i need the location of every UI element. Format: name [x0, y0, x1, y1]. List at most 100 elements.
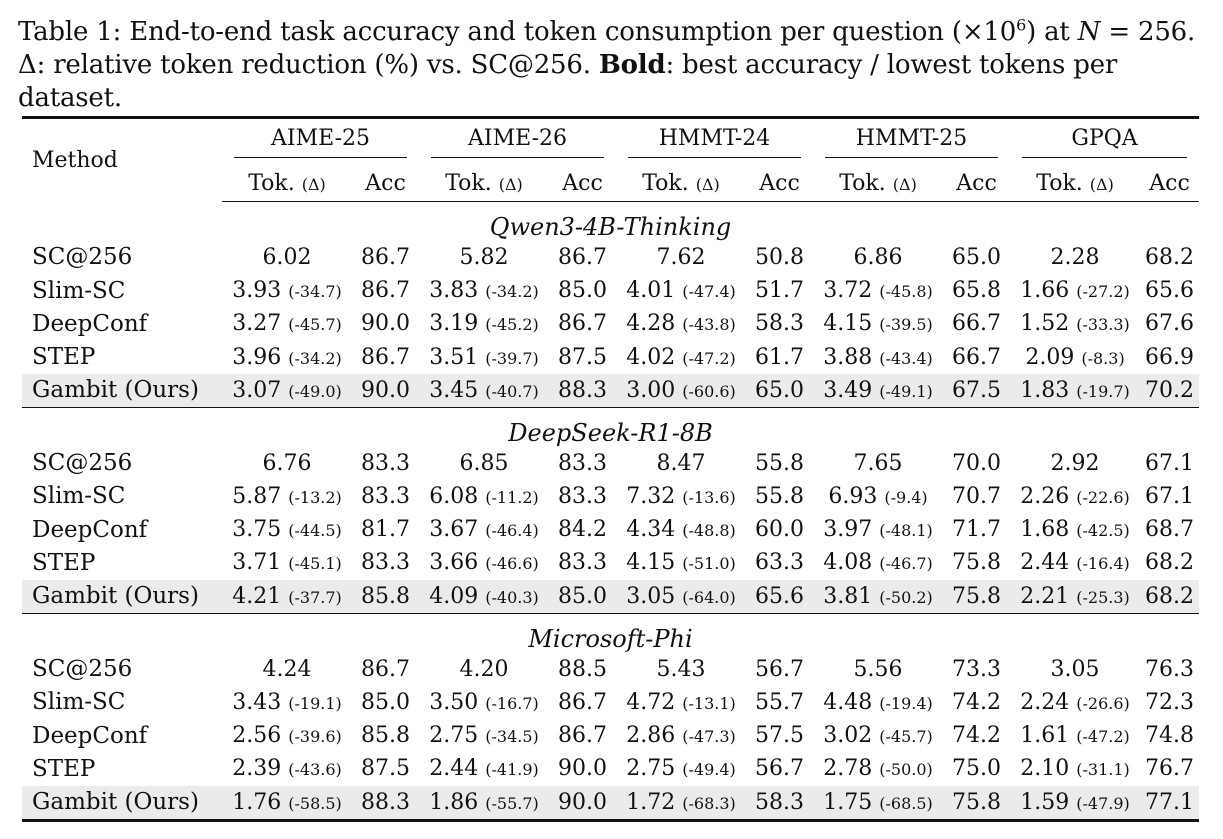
acc-cell: 74.8 — [1145, 723, 1195, 749]
dataset-header-label: AIME-26 — [431, 126, 604, 158]
method-name: STEP — [32, 755, 96, 782]
tok-cell: 2.86 (-47.3) — [616, 719, 746, 752]
tok-cell: 7.65 — [813, 447, 943, 480]
acc-cell: 63.3 — [755, 550, 804, 576]
delta-value: (-44.5) — [288, 521, 342, 541]
acc-cell: 86.7 — [361, 278, 410, 304]
delta-value: (-40.7) — [485, 381, 539, 401]
tok-value: 2.26 — [1020, 483, 1070, 509]
acc-cell: 70.0 — [952, 450, 1002, 476]
caption-text-b: ) at — [1026, 17, 1078, 47]
tok-cell: 3.45 (-40.7) — [419, 373, 549, 408]
acc-cell: 75.8 — [943, 785, 1011, 822]
tok-value: 3.97 — [823, 517, 873, 543]
tok-cell: 4.24 — [222, 653, 352, 686]
tok-value: 1.52 — [1020, 311, 1070, 337]
acc-cell: 66.9 — [1145, 344, 1195, 370]
tok-value: 1.59 — [1020, 789, 1070, 815]
delta-value: (-42.5) — [1076, 521, 1130, 541]
tok-cell: 6.08 (-11.2) — [419, 480, 549, 513]
acc-cell: 65.8 — [952, 278, 1002, 304]
tok-value: 2.39 — [232, 756, 282, 782]
tok-value: 3.72 — [823, 278, 873, 304]
delta-value: (-31.1) — [1076, 760, 1130, 780]
tok-cell: 3.02 (-45.7) — [813, 719, 943, 752]
tok-value: 1.68 — [1020, 517, 1070, 543]
method-name: Gambit (Ours) — [22, 579, 222, 614]
acc-cell: 81.7 — [361, 517, 410, 543]
tok-value: 3.27 — [232, 311, 282, 337]
acc-cell: 67.5 — [943, 373, 1011, 408]
method-header: Method — [22, 116, 222, 202]
acc-cell: 86.7 — [361, 344, 410, 370]
delta-value: (-19.4) — [879, 693, 933, 713]
acc-header: Acc — [1140, 165, 1200, 202]
delta-value: (-68.5) — [879, 793, 933, 813]
acc-cell: 83.3 — [558, 450, 607, 476]
acc-cell: 86.7 — [558, 311, 607, 337]
tok-value: 5.82 — [459, 244, 509, 270]
acc-cell: 58.3 — [755, 311, 804, 337]
tok-cell: 3.97 (-48.1) — [813, 513, 943, 546]
tok-value: 3.07 — [232, 377, 282, 403]
tok-cell: 1.76 (-58.5) — [222, 785, 352, 822]
acc-cell: 76.3 — [1145, 656, 1195, 682]
delta-value: (-9.4) — [884, 487, 928, 507]
acc-cell: 68.7 — [1145, 517, 1195, 543]
header-row-metrics: Tok. (Δ) Acc Tok. (Δ) Acc Tok. (Δ) Acc Tok. (Δ… — [22, 165, 1200, 202]
method-name: DeepConf — [32, 722, 148, 749]
tok-cell: 3.00 (-60.6) — [616, 373, 746, 408]
tok-value: 3.05 — [626, 583, 676, 609]
tok-cell: 3.66 (-46.6) — [419, 546, 549, 579]
tok-cell: 5.56 — [813, 653, 943, 686]
acc-cell: 73.3 — [952, 656, 1002, 682]
tok-cell: 3.49 (-49.1) — [813, 373, 944, 408]
tok-value: 3.05 — [1050, 656, 1100, 682]
table-row: DeepConf 3.27 (-45.7) 90.0 3.19 (-45.2) 86.7… — [22, 307, 1199, 340]
tok-value: 3.88 — [823, 344, 873, 370]
delta-value: (-43.8) — [682, 315, 736, 335]
tok-value: 1.76 — [232, 789, 282, 815]
tok-cell: 6.93 (-9.4) — [813, 480, 943, 513]
tok-cell: 3.05 (-64.0) — [616, 579, 746, 614]
tok-value: 4.08 — [823, 550, 873, 576]
acc-cell: 83.3 — [361, 483, 410, 509]
caption-text-d: : best accuracy / lowest tokens per data… — [18, 50, 1118, 113]
tok-value: 3.50 — [429, 689, 479, 715]
tok-value: 2.75 — [429, 723, 479, 749]
delta-header-label: (Δ) — [498, 174, 523, 194]
acc-cell: 87.5 — [361, 756, 410, 782]
delta-value: (-13.6) — [682, 487, 736, 507]
acc-cell: 85.0 — [361, 689, 410, 715]
tok-cell: 4.20 — [419, 653, 549, 686]
tok-cell: 3.67 (-46.4) — [419, 513, 549, 546]
tok-cell: 4.09 (-40.3) — [419, 579, 549, 614]
acc-cell: 56.7 — [755, 756, 804, 782]
acc-cell: 77.1 — [1140, 785, 1200, 822]
acc-cell: 74.2 — [952, 689, 1002, 715]
tok-cell: 4.08 (-46.7) — [813, 546, 943, 579]
tok-cell: 4.01 (-47.4) — [616, 274, 746, 307]
model-section-row: DeepSeek-R1-8B — [22, 406, 1200, 447]
tok-value: 2.78 — [823, 756, 873, 782]
tok-header: Tok. (Δ) — [1010, 165, 1141, 202]
delta-value: (-60.6) — [682, 381, 736, 401]
tok-value: 6.86 — [853, 244, 903, 270]
acc-cell: 86.7 — [558, 244, 607, 270]
delta-value: (-49.4) — [682, 760, 736, 780]
model-section-row: Qwen3-4B-Thinking — [22, 202, 1199, 241]
caption-bold-word: Bold — [598, 50, 666, 80]
acc-cell: 65.0 — [952, 244, 1002, 270]
method-name: DeepConf — [32, 310, 148, 337]
delta-value: (-8.3) — [1081, 348, 1125, 368]
delta-value: (-39.6) — [288, 727, 342, 747]
acc-cell: 61.7 — [755, 344, 804, 370]
acc-cell: 84.2 — [558, 517, 607, 543]
delta-value: (-64.0) — [682, 587, 736, 607]
delta-header-label: (Δ) — [892, 174, 917, 194]
delta-value: (-46.4) — [485, 521, 539, 541]
tok-header-label: Tok. — [445, 170, 492, 196]
acc-cell: 68.2 — [1145, 550, 1195, 576]
delta-value: (-47.4) — [682, 282, 736, 302]
acc-cell: 65.0 — [746, 373, 814, 408]
